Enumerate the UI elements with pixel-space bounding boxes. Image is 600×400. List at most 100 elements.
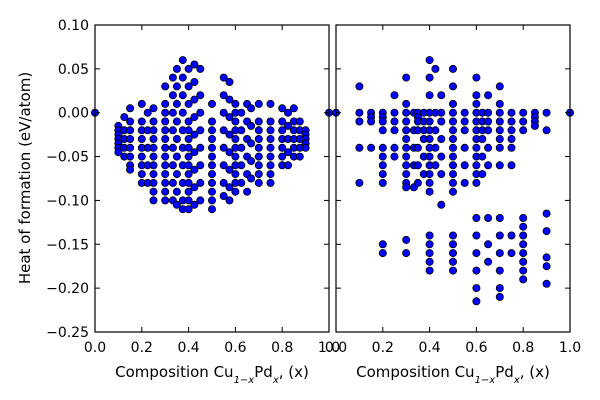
data-point: [219, 161, 228, 170]
x-tick-label: 1.0: [559, 340, 581, 356]
data-point: [207, 143, 216, 152]
data-point: [378, 126, 387, 135]
data-point: [355, 82, 364, 91]
data-point: [172, 117, 181, 126]
data-point: [495, 292, 504, 301]
data-point: [126, 117, 135, 126]
data-point: [519, 117, 528, 126]
data-point: [378, 152, 387, 161]
data-point: [355, 178, 364, 187]
data-point: [448, 187, 457, 196]
data-point: [184, 205, 193, 214]
data-point: [278, 152, 287, 161]
x-tick-label: 0.4: [177, 340, 199, 356]
data-point: [519, 249, 528, 258]
data-point: [196, 126, 205, 135]
data-point: [207, 99, 216, 108]
data-point: [472, 91, 481, 100]
data-point: [247, 139, 256, 148]
data-point: [231, 99, 240, 108]
data-point: [495, 249, 504, 258]
data-point: [254, 134, 263, 143]
data-point: [402, 108, 411, 117]
data-point: [519, 266, 528, 275]
data-point: [484, 161, 493, 170]
data-point: [219, 178, 228, 187]
data-point: [266, 178, 275, 187]
data-point: [266, 161, 275, 170]
data-point: [237, 108, 246, 117]
data-point: [168, 108, 177, 117]
data-point: [266, 143, 275, 152]
y-tick-label: 0.10: [58, 18, 89, 34]
data-point: [225, 113, 234, 122]
data-point: [519, 213, 528, 222]
data-point: [484, 240, 493, 249]
data-point: [207, 152, 216, 161]
data-point: [495, 161, 504, 170]
data-point: [519, 126, 528, 135]
data-point: [437, 108, 446, 117]
data-point: [295, 152, 304, 161]
data-point: [207, 161, 216, 170]
data-point: [402, 170, 411, 179]
data-point: [237, 143, 246, 152]
data-point: [413, 143, 422, 152]
data-point: [184, 152, 193, 161]
data-point: [283, 148, 292, 157]
data-point: [184, 82, 193, 91]
data-point: [413, 178, 422, 187]
data-point: [542, 253, 551, 262]
data-point: [254, 126, 263, 135]
data-point: [172, 170, 181, 179]
data-point: [295, 117, 304, 126]
data-point: [143, 108, 152, 117]
x-tick-label: 0.8: [512, 340, 534, 356]
data-point: [542, 227, 551, 236]
data-point: [478, 170, 487, 179]
data-point: [402, 99, 411, 108]
data-point: [472, 284, 481, 293]
data-point: [247, 121, 256, 130]
data-point: [495, 266, 504, 275]
data-point: [472, 178, 481, 187]
data-point: [495, 284, 504, 293]
x-axis-label: Composition Cu1−xPdx, (x): [356, 363, 550, 386]
data-point: [219, 191, 228, 200]
data-point: [126, 126, 135, 135]
data-point: [301, 143, 310, 152]
data-point: [149, 187, 158, 196]
data-point: [161, 152, 170, 161]
data-point: [283, 121, 292, 130]
data-point: [172, 64, 181, 73]
data-point: [519, 257, 528, 266]
x-axis-label: Composition Cu1−xPdx, (x): [115, 363, 309, 386]
data-point: [507, 108, 516, 117]
data-point: [247, 156, 256, 165]
data-point: [190, 95, 199, 104]
data-point: [178, 108, 187, 117]
x-tick-label: 0.2: [372, 340, 394, 356]
data-point: [519, 231, 528, 240]
data-point: [448, 99, 457, 108]
data-point: [495, 126, 504, 135]
data-point: [472, 143, 481, 152]
data-point: [254, 170, 263, 179]
data-point: [367, 117, 376, 126]
data-point: [278, 126, 287, 135]
data-point: [425, 73, 434, 82]
data-point: [161, 117, 170, 126]
y-tick-label: −0.15: [46, 237, 89, 253]
data-point: [495, 108, 504, 117]
data-point: [460, 108, 469, 117]
data-point: [425, 170, 434, 179]
data-point: [178, 73, 187, 82]
data-point: [542, 108, 551, 117]
data-point: [190, 183, 199, 192]
data-point: [149, 143, 158, 152]
data-point: [519, 240, 528, 249]
x-tick-label: 0.0: [84, 340, 106, 356]
data-point: [184, 161, 193, 170]
data-point: [161, 196, 170, 205]
data-point: [149, 104, 158, 113]
